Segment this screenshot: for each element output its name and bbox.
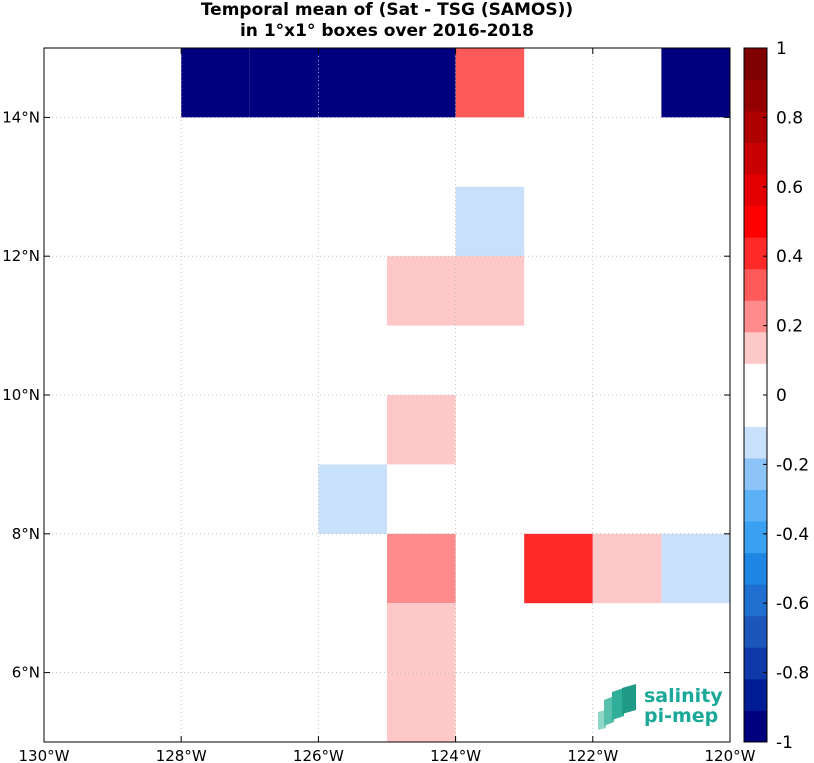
heatmap-cell-10 (318, 464, 387, 534)
ticks-layer: 130°W 128°W 126°W 124°W 122°W 120°W 6°N 8°N 10°N… (2, 48, 756, 763)
colorbar-tick-label-5: 0 (776, 386, 787, 406)
colorbar-segment-17 (744, 174, 767, 207)
logo-text-salinity: salinity (644, 685, 723, 707)
colorbar-tick-label-10: -1 (776, 733, 793, 753)
heatmap-cell-14 (661, 533, 730, 604)
colorbar-segment-4 (744, 584, 767, 617)
colorbar-segment-14 (744, 268, 767, 301)
colorbar-segment-18 (744, 142, 767, 175)
colorbar-tick-label-2: 0.6 (776, 178, 803, 198)
cells-layer (181, 48, 730, 742)
heatmap-cell-16 (387, 672, 456, 742)
x-tick-label-4: 122°W (567, 747, 618, 763)
y-tick-label-3: 12°N (2, 247, 40, 265)
colorbar-tick-label-9: -0.8 (776, 664, 809, 684)
colorbar-tick-label-4: 0.2 (776, 317, 803, 337)
heatmap-cell-5 (661, 48, 730, 118)
y-tick-label-0: 6°N (12, 664, 40, 682)
colorbar-segment-7 (744, 489, 767, 522)
heatmap-cell-7 (387, 256, 456, 326)
logo-wave-icon (598, 684, 636, 730)
colorbar-segment-10 (744, 395, 767, 427)
colorbar-tick-label-6: -0.2 (776, 455, 809, 475)
colorbar-segment-16 (744, 205, 767, 238)
heatmap-cell-4 (455, 48, 525, 118)
colorbar-tick-label-3: 0.4 (776, 247, 803, 267)
y-tick-label-1: 8°N (12, 525, 40, 543)
x-tick-label-2: 126°W (293, 747, 344, 763)
colorbar-segment-9 (744, 426, 767, 459)
colorbar-segment-1 (744, 678, 767, 711)
heatmap-cell-15 (387, 603, 456, 673)
heatmap-cell-6 (455, 186, 525, 257)
title-line-2: in 1°x1° boxes over 2016-2018 (239, 21, 535, 41)
colorbar-segment-2 (744, 647, 767, 680)
colorbar-segment-11 (744, 363, 767, 396)
colorbar-segment-8 (744, 458, 767, 491)
colorbar-segment-3 (744, 615, 767, 648)
salinity-pi-mep-logo: salinity pi-mep (598, 684, 723, 730)
colorbar-segment-21 (744, 48, 767, 80)
heatmap-cell-0 (181, 48, 250, 118)
y-tick-label-4: 14°N (2, 108, 40, 126)
x-tick-label-5: 120°W (705, 747, 756, 763)
colorbar-segment-20 (744, 79, 767, 112)
colorbar-tick-label-1: 0.8 (776, 108, 803, 128)
x-tick-label-0: 130°W (19, 747, 70, 763)
heatmap-cell-9 (387, 395, 456, 465)
logo-text-pi-mep: pi-mep (644, 705, 718, 727)
colorbar-segment-5 (744, 552, 767, 585)
heatmap-cell-1 (249, 48, 319, 118)
heatmap-cell-3 (387, 48, 456, 118)
colorbar-segment-19 (744, 111, 767, 144)
chart-title: Temporal mean of (Sat - TSG (SAMOS)) in … (44, 0, 730, 42)
y-tick-label-2: 10°N (2, 386, 40, 404)
x-tick-label-1: 128°W (156, 747, 207, 763)
colorbar-segment-6 (744, 521, 767, 554)
heatmap-cell-12 (524, 533, 593, 604)
heatmap-cell-2 (318, 48, 387, 118)
colorbar-segment-12 (744, 331, 767, 364)
x-tick-label-3: 124°W (430, 747, 481, 763)
colorbar-tick-label-7: -0.4 (776, 525, 809, 545)
colorbar-layer: 1 0.8 0.6 0.4 0.2 0 -0.2 -0.4 -0.6 -0.8 -1 (743, 39, 809, 753)
colorbar-tick-label-8: -0.6 (776, 594, 809, 614)
heatmap-cell-13 (592, 533, 662, 604)
colorbar-tick-label-0: 1 (776, 39, 787, 59)
heatmap-cell-8 (455, 256, 525, 326)
colorbar-segment-0 (744, 710, 767, 743)
heatmap-cell-11 (387, 533, 456, 604)
colorbar-segment-13 (744, 300, 767, 333)
title-line-1: Temporal mean of (Sat - TSG (SAMOS)) (200, 0, 574, 20)
colorbar-segment-15 (744, 237, 767, 270)
